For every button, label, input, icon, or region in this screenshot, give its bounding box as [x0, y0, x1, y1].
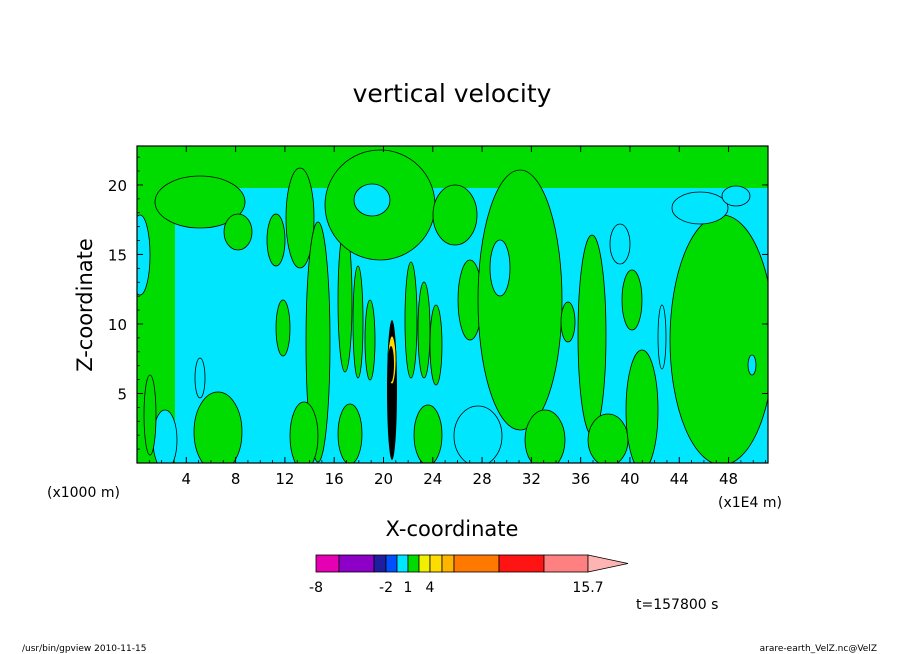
x-unit-left: (x1000 m) — [47, 485, 120, 501]
contour-region — [560, 301, 576, 343]
contour-region — [432, 184, 478, 246]
footer-right: arare-earth_VelZ.nc@VelZ — [760, 644, 877, 654]
colorbar-segment — [338, 554, 375, 573]
x-tick-label: 20 — [374, 470, 393, 488]
y-tick-label: 15 — [108, 246, 127, 264]
contour-regions — [137, 146, 768, 463]
contour-region — [417, 281, 431, 379]
contour-region — [671, 191, 729, 225]
colorbar-segment — [315, 554, 340, 573]
y-tick-label: 20 — [108, 177, 127, 195]
contour-region — [266, 213, 286, 267]
contour-region — [524, 409, 566, 463]
x-tick-label: 32 — [522, 470, 541, 488]
x-unit-right: (x1E4 m) — [718, 495, 782, 511]
contour-region — [587, 413, 629, 463]
x-tick-label: 48 — [719, 470, 738, 488]
contour-region — [152, 409, 178, 463]
chart-title: vertical velocity — [353, 79, 552, 108]
contour-region — [137, 214, 151, 296]
contour-region — [657, 304, 667, 370]
contour-region — [669, 214, 768, 463]
contour-field — [137, 146, 768, 463]
x-axis: 4 8 12 16 20 24 28 32 36 40 44 48 — [148, 146, 766, 488]
x-tick-label: 4 — [182, 470, 192, 488]
colorbar-label: 15.7 — [572, 580, 603, 596]
contour-region — [193, 391, 243, 463]
colorbar-segment — [373, 554, 387, 573]
colorbar-label: 1 — [404, 580, 413, 596]
contour-region — [453, 405, 503, 463]
colorbar-segment — [407, 554, 420, 573]
colorbar-extend-arrow — [587, 554, 629, 573]
contour-region — [404, 261, 418, 379]
y-tick-label: 5 — [117, 385, 127, 403]
colorbar-labels: -8 -2 1 4 15.7 — [309, 580, 604, 596]
x-axis-label: X-coordinate — [386, 517, 519, 541]
contour-region — [577, 234, 607, 436]
contour-region — [621, 269, 643, 331]
colorbar-segment — [418, 554, 431, 573]
contour-region — [489, 239, 511, 297]
contour-region — [721, 185, 751, 207]
contour-region — [353, 183, 391, 217]
x-tick-label: 36 — [571, 470, 590, 488]
colorbar-label: 4 — [426, 580, 435, 596]
plot-frame — [136, 145, 769, 464]
contour-region — [275, 299, 291, 357]
contour-region — [388, 346, 394, 382]
contour-region — [285, 167, 315, 269]
contour-region — [609, 223, 631, 265]
x-tick-label: 16 — [325, 470, 344, 488]
colorbar-segment — [543, 554, 589, 573]
contour-region — [413, 404, 443, 463]
contour-region — [223, 213, 253, 251]
x-tick-label: 40 — [620, 470, 639, 488]
colorbar-segment — [453, 554, 500, 573]
contour-region — [625, 349, 659, 463]
y-axis-label: Z-coordinate — [73, 238, 97, 372]
contour-region — [289, 401, 319, 463]
time-label: t=157800 s — [636, 597, 718, 613]
colorbar-label: -8 — [309, 580, 323, 596]
footer-left: /usr/bin/gpview 2010-11-15 — [22, 644, 146, 654]
colorbar-segment — [385, 554, 398, 573]
y-axis: 5 10 15 20 — [108, 156, 768, 450]
colorbar-segment — [441, 554, 455, 573]
contour-region — [337, 403, 363, 463]
x-tick-label: 24 — [423, 470, 442, 488]
colorbar-segment — [429, 554, 443, 573]
contour-region — [364, 299, 376, 381]
x-tick-label: 12 — [275, 470, 294, 488]
contour-region — [305, 221, 331, 463]
contour-region — [143, 374, 157, 456]
contour-region — [429, 304, 443, 386]
y-tick-label: 10 — [108, 316, 127, 334]
contour-region — [154, 175, 246, 229]
colorbar-segment — [498, 554, 545, 573]
contour-region — [477, 169, 563, 431]
colorbar-segment — [396, 554, 409, 573]
colorbar-label: -2 — [379, 580, 393, 596]
contour-region — [747, 354, 757, 376]
contour-region — [137, 146, 768, 188]
x-tick-label: 28 — [473, 470, 492, 488]
contour-region — [352, 265, 364, 379]
x-tick-label: 44 — [670, 470, 689, 488]
contour-region — [194, 357, 206, 399]
colorbar — [315, 554, 629, 573]
x-tick-label: 8 — [231, 470, 241, 488]
